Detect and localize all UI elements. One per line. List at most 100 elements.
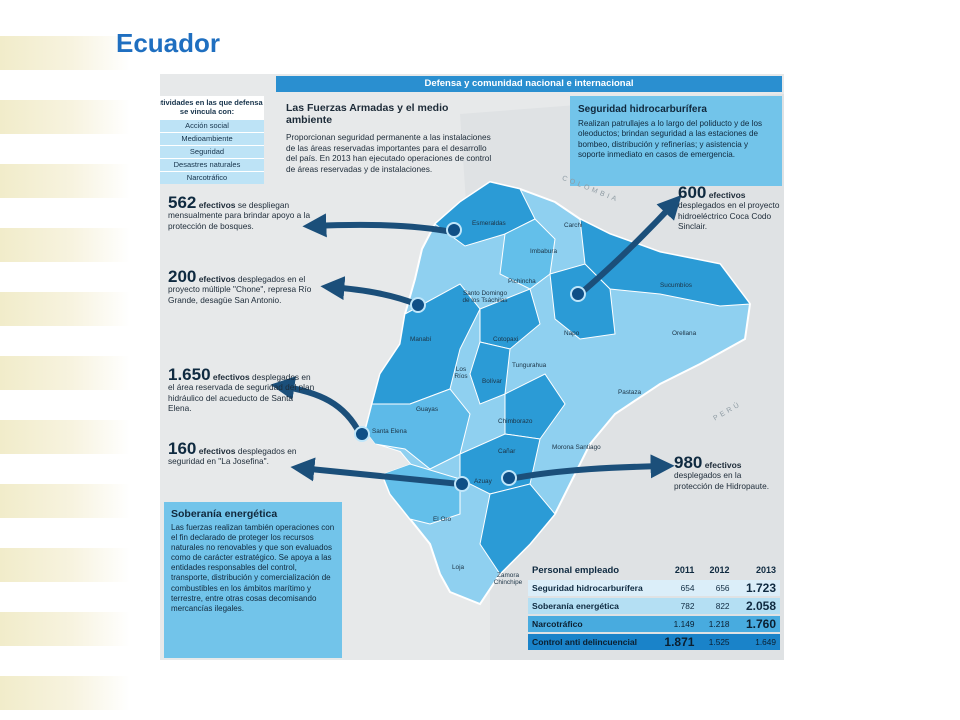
stat-text: desplegados en el área reservada de segu… (168, 372, 315, 413)
marker-coca (570, 286, 586, 302)
region-guayas (364, 388, 471, 470)
table-row: Narcotráfico 1.149 1.218 1.760 (528, 616, 780, 632)
activity-item: Medioambiente (160, 132, 264, 145)
environment-box: Las Fuerzas Armadas y el medio ambiente … (286, 102, 496, 174)
table-header: 2011 (674, 565, 695, 575)
table-row: Control anti delincuencial 1.871 1.525 1… (528, 634, 780, 650)
stat-unit: efectivos (198, 274, 236, 284)
stripe (0, 356, 130, 390)
table-row: Soberanía energética 782 822 2.058 (528, 598, 780, 614)
security-title: Seguridad hidrocarburífera (578, 104, 707, 115)
region-cotopaxi (479, 288, 541, 350)
stat-number: 160 (168, 439, 197, 458)
gulf-water (352, 431, 410, 474)
ecuador-map (270, 94, 784, 660)
stat-160: 160 efectivos desplegados en seguridad e… (168, 440, 308, 467)
province-label: El Oro (433, 516, 452, 523)
province-label: Loja (452, 564, 465, 571)
table-cell: 1.871 (652, 634, 699, 650)
security-text: Realizan patrullajes a lo largo del poli… (578, 119, 763, 159)
region-napo (549, 263, 616, 340)
stat-number: 1.650 (168, 365, 211, 384)
arrow-562 (302, 213, 453, 238)
stat-text: desplegados en seguridad en "La Josefina… (168, 446, 297, 467)
stat-600: 600 efectivos desplegados en el proyecto… (678, 184, 782, 231)
arrow-980 (509, 454, 675, 482)
province-label: Esmeraldas (472, 220, 506, 227)
activity-item: Seguridad (160, 145, 264, 158)
province-label: Guayas (416, 406, 439, 413)
province-label: Azuay (474, 478, 492, 485)
table-cell: Narcotráfico (528, 616, 652, 632)
province-label: Chimborazo (498, 418, 533, 425)
province-label: Bolívar (482, 378, 502, 385)
region-bolivar (469, 341, 511, 405)
arrow-600 (578, 194, 682, 297)
table-cell: 2.058 (733, 598, 780, 614)
stat-562: 562 efectivos se despliegan mensualmente… (168, 194, 328, 231)
table-row: Seguridad hidrocarburífera 654 656 1.723 (528, 580, 780, 596)
stat-200: 200 efectivos desplegados en el proyecto… (168, 268, 318, 305)
stat-1650: 1.650 efectivos desplegados en el área r… (168, 366, 318, 413)
table-header-row: Personal empleado 2011 2012 2013 (528, 562, 780, 578)
table-cell: 1.149 (652, 616, 699, 632)
stripe (0, 228, 130, 262)
province-label: Los Ríos (454, 366, 468, 380)
stripe (0, 36, 130, 70)
stat-text: se despliegan mensualmente para brindar … (168, 200, 311, 231)
environment-title: Las Fuerzas Armadas y el medio ambiente (286, 102, 449, 126)
arrow-160 (290, 457, 461, 487)
stat-unit: efectivos (708, 190, 746, 200)
province-label: Cañar (498, 448, 516, 455)
province-label: Santa Elena (372, 428, 407, 435)
marker-paute (501, 470, 517, 486)
table-cell: Soberanía energética (528, 598, 652, 614)
stat-number: 600 (678, 183, 707, 202)
table-header: 2013 (755, 565, 776, 575)
table-header: 2012 (709, 565, 730, 575)
table-cell: 1.649 (733, 634, 780, 650)
activity-item: Desastres naturales (160, 158, 264, 171)
stat-980: 980 efectivos desplegados en la protecci… (674, 454, 778, 491)
table-cell: 654 (652, 580, 699, 596)
slide-title: Ecuador (116, 28, 221, 58)
stripe (0, 548, 130, 582)
sovereignty-box: Soberanía energética Las fuerzas realiza… (164, 502, 342, 658)
table-header: Personal empleado (532, 564, 620, 576)
section-header: Defensa y comunidad nacional e internaci… (276, 76, 782, 92)
marker-chone (410, 297, 426, 313)
stripe (0, 676, 130, 710)
table-cell: 782 (652, 598, 699, 614)
stat-number: 200 (168, 267, 197, 286)
marker-santa-elena (354, 426, 370, 442)
stat-text: desplegados en el proyecto múltiple "Cho… (168, 274, 312, 305)
stat-unit: efectivos (198, 200, 236, 210)
stat-unit: efectivos (198, 446, 236, 456)
table-cell: 1.760 (733, 616, 780, 632)
activity-item: Narcotráfico (160, 171, 264, 184)
table-cell: 1.218 (698, 616, 734, 632)
activity-item: Acción social (160, 119, 264, 132)
stripe (0, 612, 130, 646)
marker-josefina (454, 476, 470, 492)
marker-esmeraldas (446, 222, 462, 238)
environment-text: Proporcionan seguridad permanente a las … (286, 132, 492, 174)
stat-number: 562 (168, 193, 197, 212)
table-cell: 1.723 (733, 580, 780, 596)
stat-unit: efectivos (704, 460, 742, 470)
table-cell: 656 (698, 580, 734, 596)
stripe (0, 292, 130, 326)
province-label: Pastaza (618, 389, 642, 396)
personnel-table: Personal empleado 2011 2012 2013 Segurid… (528, 560, 780, 652)
decorative-stripes (0, 0, 130, 720)
province-label: Santo Domingo de los Tsáchilas (462, 290, 508, 304)
table-cell: Seguridad hidrocarburífera (528, 580, 652, 596)
province-label: Carchi (564, 222, 583, 229)
stat-text: desplegados en la protección de Hidropau… (674, 470, 770, 491)
region-zamora (479, 483, 556, 575)
sovereignty-text: Las fuerzas realizan también operaciones… (171, 523, 335, 613)
stat-unit: efectivos (212, 372, 250, 382)
arrow-200 (320, 276, 418, 307)
infographic-panel: Defensa y comunidad nacional e internaci… (160, 74, 784, 660)
security-box: Seguridad hidrocarburífera Realizan patr… (570, 96, 782, 186)
